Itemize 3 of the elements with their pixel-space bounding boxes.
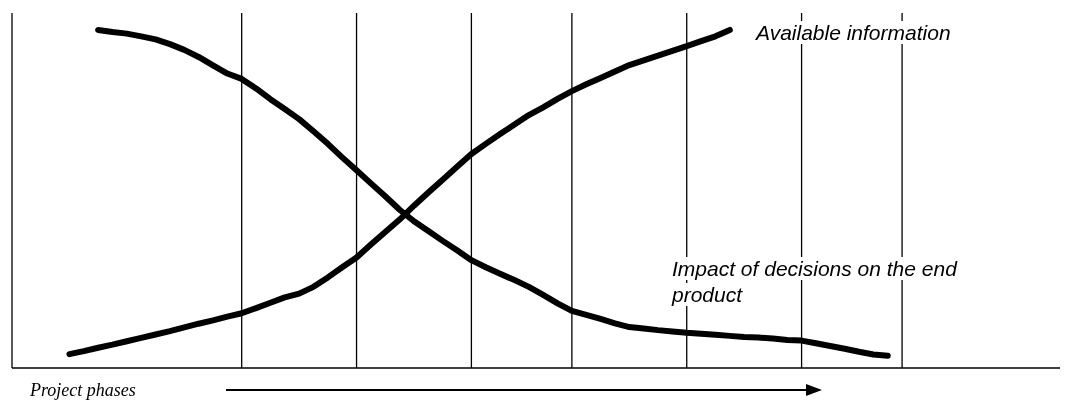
x-axis-title: Project phases bbox=[30, 380, 136, 401]
series-label: Available information bbox=[756, 21, 951, 44]
series-label: Impact of decisions on the end product bbox=[672, 257, 957, 306]
